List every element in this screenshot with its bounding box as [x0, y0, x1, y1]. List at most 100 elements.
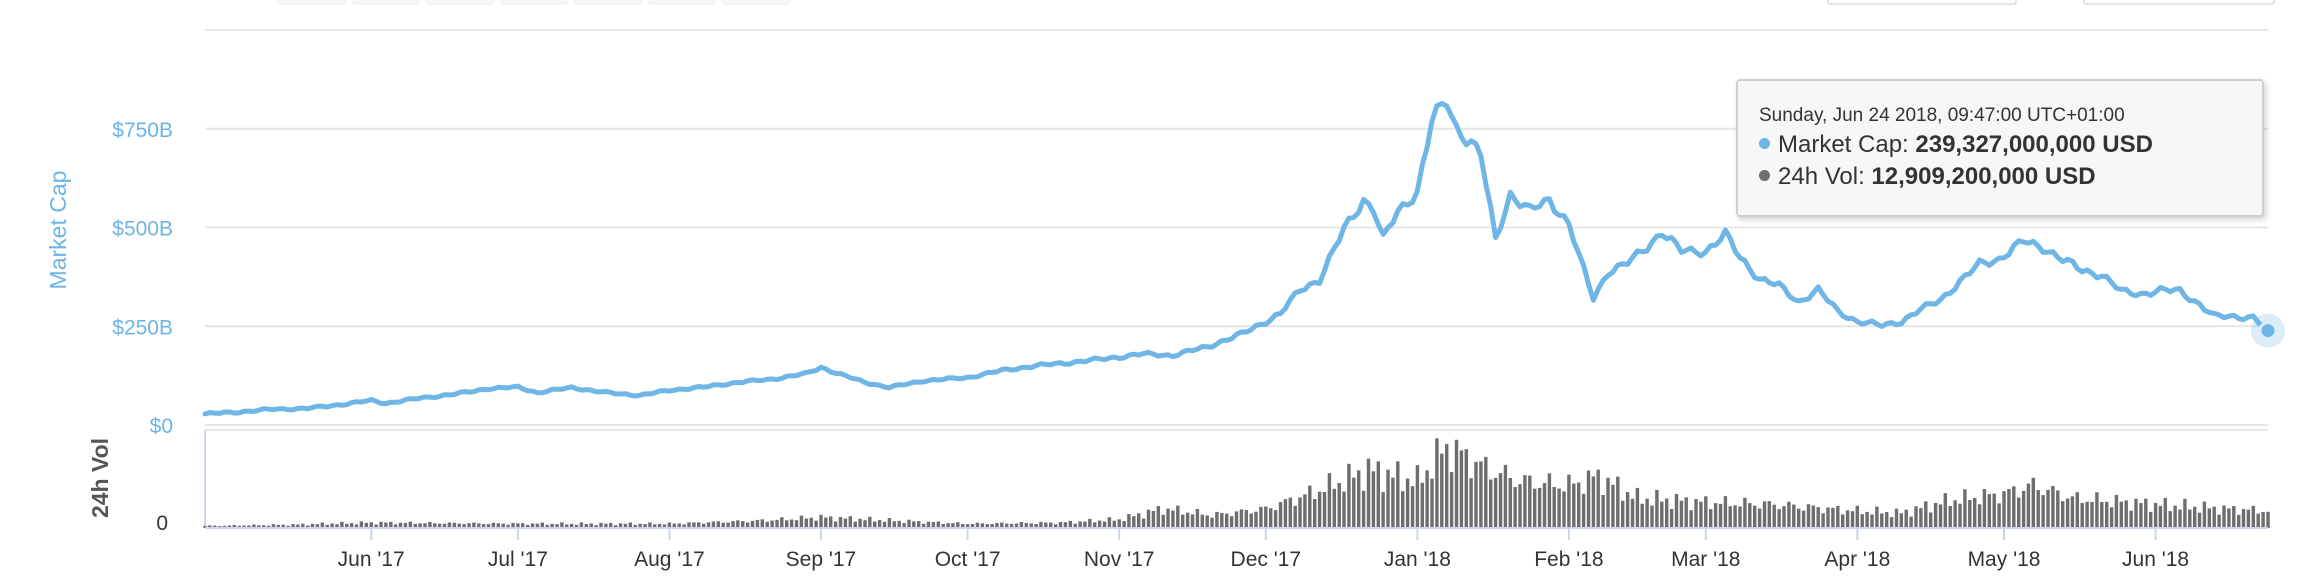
volume-bar [2105, 501, 2109, 528]
volume-bar [565, 524, 569, 528]
range-button[interactable] [573, 0, 643, 5]
volume-bar [1181, 514, 1185, 528]
tooltip-market-cap-row: Market Cap: 239,327,000,000 USD [1759, 129, 2262, 161]
volume-bar [379, 521, 383, 528]
volume-bar [320, 522, 325, 528]
market-cap-dot-icon [1759, 138, 1770, 149]
volume-bar [1572, 483, 1576, 528]
volume-bar [1801, 510, 1806, 528]
volume-bar [1904, 509, 1908, 528]
volume-bar [613, 525, 618, 528]
range-button[interactable] [425, 0, 495, 5]
volume-bar [2153, 502, 2158, 528]
volume-bar [1396, 461, 1400, 528]
volume-bar [1489, 479, 1493, 528]
volume-bar [447, 522, 452, 528]
volume-bar [516, 523, 520, 528]
volume-bar [1811, 505, 1816, 528]
volume-bar [833, 521, 838, 528]
volume-bar [315, 524, 320, 528]
x-tick-label: Apr '18 [1824, 548, 1890, 571]
volume-bar [286, 525, 290, 528]
volume-bar [413, 523, 417, 528]
volume-bar [921, 523, 926, 528]
volume-bar [1117, 519, 1121, 528]
volume-bar [262, 525, 266, 528]
volume-bar [789, 519, 794, 528]
volume-bar [667, 522, 672, 528]
volume-bar [227, 525, 232, 528]
volume-bar [701, 523, 706, 528]
volume-bar [1938, 504, 1943, 528]
y-tick-label: $250B [112, 316, 173, 339]
volume-bar [2246, 509, 2251, 528]
volume-bar [2163, 497, 2168, 528]
volume-bar [1146, 509, 1151, 528]
volume-bar [1459, 450, 1464, 528]
volume-bar [936, 521, 941, 528]
volume-bar [1992, 493, 1996, 528]
volume-bar [995, 523, 999, 528]
volume-bar [965, 524, 970, 528]
volume-bar [1704, 496, 1708, 528]
volume-bar [1621, 500, 1625, 528]
volume-bar [1733, 505, 1737, 528]
volume-bar [1019, 522, 1024, 528]
volume-bar [2061, 501, 2065, 528]
volume-bar [917, 521, 921, 528]
volume-bar [682, 524, 686, 528]
volume-bar [726, 522, 730, 528]
volume-bar [467, 523, 471, 528]
volume-bar [1943, 493, 1948, 528]
date-from-input[interactable] [1827, 0, 2017, 5]
volume-axis-label: 24h Vol [87, 438, 113, 518]
volume-bar [1709, 509, 1713, 528]
volume-bar [892, 521, 897, 528]
volume-bar [1728, 506, 1732, 528]
range-button[interactable] [721, 0, 791, 5]
range-button[interactable] [499, 0, 569, 5]
volume-bar [1669, 509, 1674, 528]
volume-bar [951, 523, 955, 528]
volume-bar [574, 524, 579, 528]
volume-bar [672, 523, 677, 528]
range-button[interactable] [277, 0, 347, 5]
volume-bar [887, 518, 892, 528]
volume-bar [584, 524, 589, 528]
volume-bar [1093, 522, 1097, 528]
volume-bar [1024, 523, 1029, 528]
date-to-input[interactable] [2083, 0, 2275, 5]
volume-bar [1132, 516, 1136, 528]
volume-bar [2207, 508, 2212, 528]
volume-dot-icon [1759, 170, 1770, 181]
volume-bar [1562, 491, 1566, 528]
range-button[interactable] [351, 0, 421, 5]
volume-bar [1948, 506, 1952, 528]
y-tick-label: $500B [112, 218, 173, 241]
volume-bar [1885, 512, 1889, 528]
volume-bar [604, 523, 608, 528]
volume-bar [1625, 492, 1630, 528]
volume-bar [843, 518, 848, 528]
volume-bar [237, 525, 241, 528]
volume-bar [1298, 497, 1302, 528]
volume-bar [511, 523, 515, 528]
volume-bar [1533, 488, 1537, 528]
volume-bar [1005, 523, 1009, 528]
range-selector-buttons[interactable] [277, 0, 791, 5]
range-button[interactable] [647, 0, 717, 5]
volume-bar [486, 524, 491, 528]
volume-bar [1371, 471, 1376, 528]
volume-bar [868, 516, 872, 528]
volume-bar [638, 523, 642, 528]
volume-bar [721, 522, 725, 528]
volume-bar [560, 522, 564, 528]
tooltip-market-cap-value: 239,327,000,000 USD [1915, 131, 2153, 158]
volume-bar [2119, 501, 2124, 528]
volume-bar [2212, 506, 2216, 528]
volume-bar [1586, 470, 1591, 528]
volume-bar [1474, 461, 1478, 528]
volume-bar [428, 521, 432, 528]
volume-bar [1537, 487, 1542, 528]
volume-bar [1156, 506, 1161, 528]
